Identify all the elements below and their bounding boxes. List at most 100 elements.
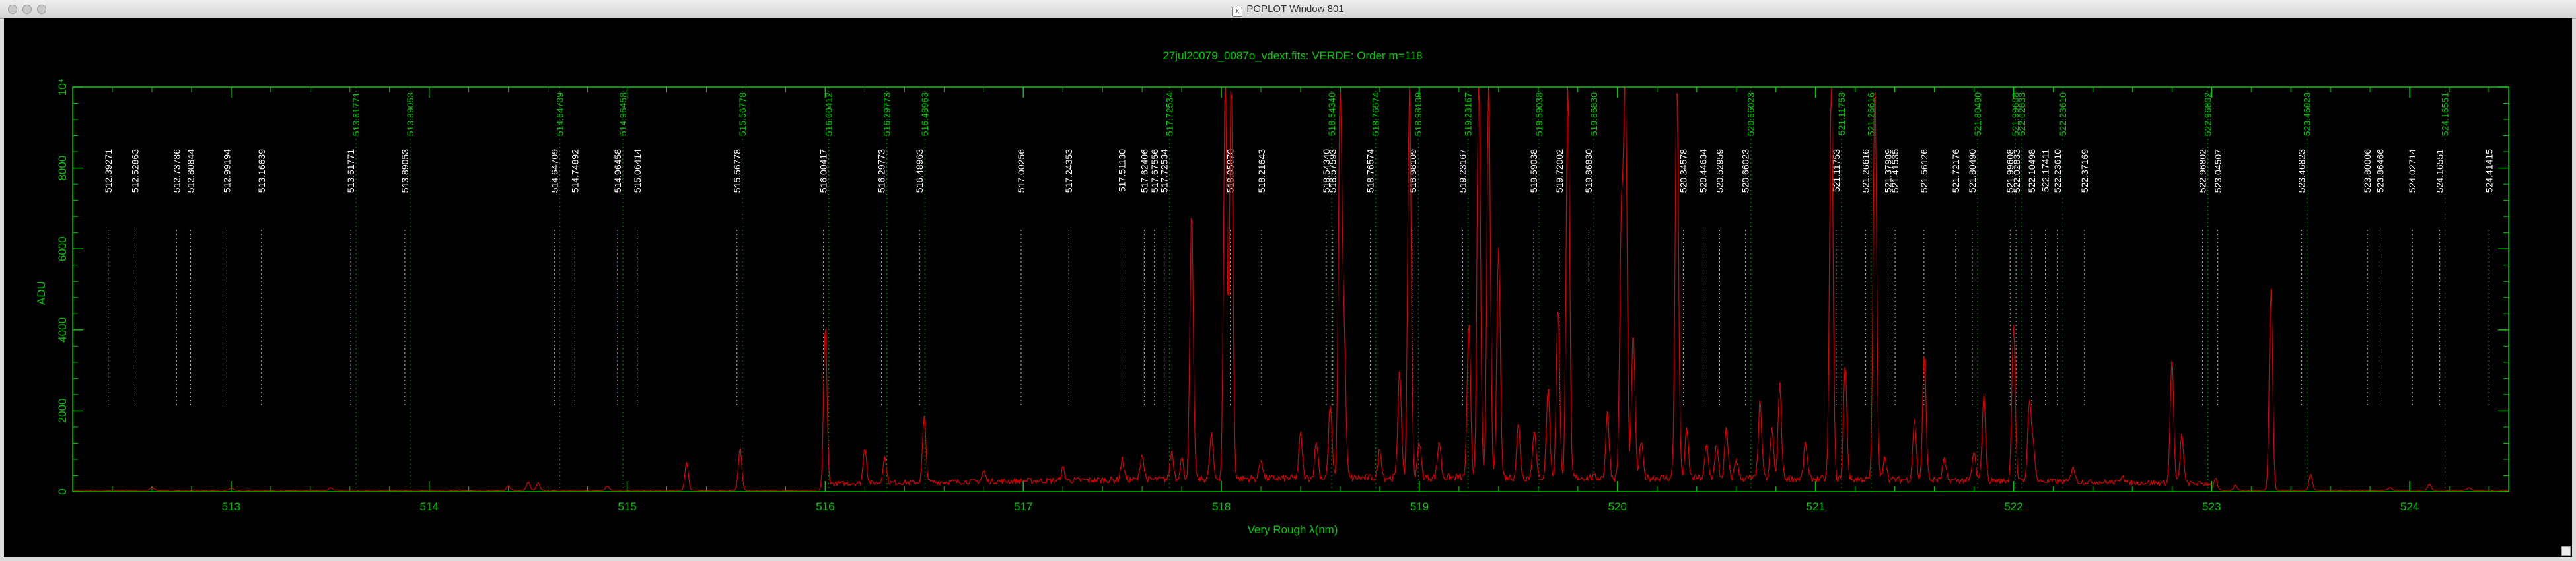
line-id-label: 523.80006 <box>2362 149 2373 193</box>
line-id-label: 524.16551 <box>2435 149 2445 193</box>
line-id-label: 519.72002 <box>1554 149 1565 193</box>
line-id-label: 512.99194 <box>221 149 232 193</box>
line-id-label: 518.54340 <box>1326 92 1337 136</box>
x-tick-label: 518 <box>1212 500 1231 513</box>
y-tick-label: 8000 <box>56 156 69 181</box>
line-id-label: 519.23167 <box>1462 92 1473 136</box>
x-tick-label: 517 <box>1014 500 1032 513</box>
line-id-label: 516.29773 <box>877 149 887 193</box>
zoom-window-button[interactable] <box>37 5 46 14</box>
line-id-label: 521.72176 <box>1950 149 1961 193</box>
line-id-label: 516.00417 <box>818 149 829 193</box>
line-id-label: 521.56126 <box>1919 149 1929 193</box>
line-id-label: 515.56778 <box>732 149 742 193</box>
line-id-label: 521.26616 <box>1865 92 1876 136</box>
plot-area: 27jul20079_0087o_vdext.fits: VERDE: Orde… <box>4 18 2572 557</box>
line-id-label: 515.56778 <box>737 92 748 136</box>
x-tick-label: 524 <box>2400 500 2419 513</box>
line-id-label: 513.61771 <box>345 149 356 193</box>
x-tick-label: 522 <box>2004 500 2022 513</box>
line-id-label: 522.17411 <box>2040 149 2051 192</box>
line-id-label: 512.52863 <box>130 149 141 193</box>
line-id-label: 522.96802 <box>2203 92 2213 136</box>
y-tick-label: 10⁴ <box>56 79 69 96</box>
line-id-label: 524.16551 <box>2440 92 2451 136</box>
close-window-button[interactable] <box>8 5 17 14</box>
line-id-label: 520.66023 <box>1740 149 1751 193</box>
spectrum-series <box>72 86 2509 492</box>
spectrum-chart: 27jul20079_0087o_vdext.fits: VERDE: Orde… <box>35 50 2509 536</box>
line-id-label: 522.23610 <box>2052 149 2063 193</box>
x11-icon: X <box>1232 7 1243 17</box>
line-id-label: 517.72534 <box>1164 92 1175 136</box>
line-id-label: 522.02833 <box>2011 149 2022 193</box>
line-id-label: 524.41415 <box>2484 149 2494 193</box>
line-id-label: 512.73786 <box>171 149 182 193</box>
x-tick-label: 520 <box>1608 500 1627 513</box>
line-id-label: 517.72534 <box>1159 149 1170 193</box>
line-id-label: 517.51130 <box>1117 149 1127 192</box>
line-id-label: 523.46823 <box>2302 92 2312 136</box>
line-id-label: 523.86466 <box>2375 149 2386 193</box>
line-id-markers: 512.39271 512.52863 512.73786 512.80844 512.… <box>103 87 2494 492</box>
line-id-label: 522.23610 <box>2057 92 2068 136</box>
line-id-label: 523.04507 <box>2213 149 2223 193</box>
chart-title: 27jul20079_0087o_vdext.fits: VERDE: Orde… <box>1163 50 1422 62</box>
x-tick-label: 516 <box>816 500 834 513</box>
y-axis-label: ADU <box>35 281 48 305</box>
line-id-label: 517.24353 <box>1063 149 1074 193</box>
line-id-label: 513.89053 <box>400 149 410 193</box>
line-id-label: 513.89053 <box>405 92 415 136</box>
line-id-label: 514.64709 <box>555 92 565 136</box>
line-id-label: 521.99608 <box>2010 92 2021 136</box>
line-id-label: 517.62406 <box>1139 149 1149 193</box>
line-id-label: 519.59038 <box>1528 149 1539 193</box>
line-id-label: 520.44634 <box>1698 149 1709 193</box>
line-id-label: 521.11753 <box>1831 149 1842 192</box>
line-id-label: 516.48963 <box>919 92 930 136</box>
line-id-label: 519.86830 <box>1583 149 1594 193</box>
y-tick-label: 4000 <box>56 317 69 343</box>
line-id-label: 522.96802 <box>2198 149 2208 193</box>
line-id-label: 518.98109 <box>1408 149 1418 193</box>
line-id-label: 522.10498 <box>2026 149 2037 193</box>
line-id-label: 519.23167 <box>1457 149 1468 193</box>
line-id-label: 512.80844 <box>185 149 196 193</box>
line-id-label: 518.98109 <box>1413 92 1423 136</box>
line-id-label: 522.37169 <box>2079 149 2090 193</box>
line-id-label: 513.16639 <box>256 149 267 193</box>
line-id-label: 516.29773 <box>882 92 892 136</box>
line-id-label: 521.80490 <box>1967 149 1978 193</box>
plot-frame <box>72 86 2509 492</box>
line-id-label: 516.00412 <box>824 92 834 136</box>
line-id-label: 518.21643 <box>1256 149 1267 193</box>
window-titlebar: X PGPLOT Window 801 <box>0 0 2576 19</box>
line-id-label: 522.02833 <box>2017 92 2027 136</box>
window-title-container: X PGPLOT Window 801 <box>0 3 2576 17</box>
line-id-label: 523.46823 <box>2297 149 2307 193</box>
line-id-label: 516.48963 <box>914 149 925 193</box>
line-id-label: 520.52959 <box>1715 149 1725 193</box>
line-id-label: 521.41535 <box>1890 149 1900 193</box>
line-id-label: 521.11753 <box>1836 92 1847 135</box>
x-tick-label: 523 <box>2202 500 2221 513</box>
x-tick-label: 513 <box>222 500 240 513</box>
x-tick-label: 514 <box>420 500 439 513</box>
line-id-label: 515.06414 <box>632 149 643 193</box>
line-id-label: 518.57593 <box>1328 149 1338 193</box>
x-tick-label: 519 <box>1410 500 1429 513</box>
window-title: PGPLOT Window 801 <box>1246 3 1344 15</box>
line-id-label: 521.37989 <box>1882 149 1893 193</box>
line-id-label: 524.02714 <box>2407 149 2417 193</box>
plot-border <box>72 86 2509 492</box>
line-id-label: 513.61771 <box>351 92 361 136</box>
line-id-label: 520.66023 <box>1746 92 1756 136</box>
line-id-label: 518.54340 <box>1321 149 1332 193</box>
line-id-label: 517.00256 <box>1016 149 1026 193</box>
resize-grip[interactable] <box>2561 546 2571 556</box>
minimize-window-button[interactable] <box>22 5 32 14</box>
line-id-label: 514.64709 <box>550 149 560 193</box>
x-axis-label: Very Rough λ(nm) <box>1248 523 1338 536</box>
line-id-label: 519.59038 <box>1534 92 1544 136</box>
line-id-label: 514.74892 <box>569 149 580 193</box>
